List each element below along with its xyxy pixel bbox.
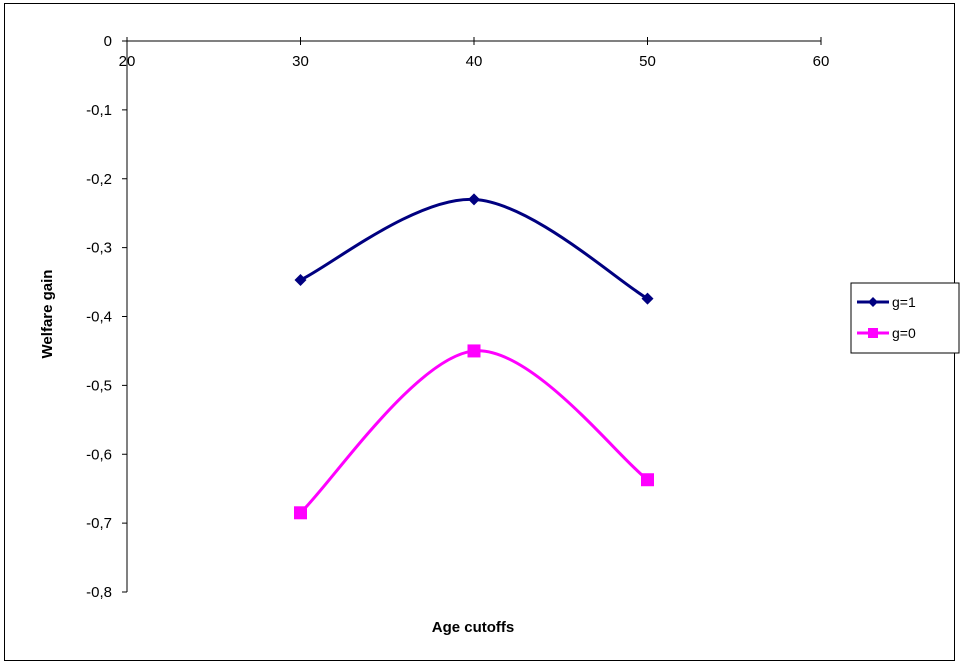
x-tick-label: 60: [813, 53, 830, 70]
series-2: [294, 344, 654, 520]
legend: g=1 g=0: [850, 282, 960, 354]
y-tick-label: -0,6: [86, 446, 112, 463]
legend-marker: [868, 328, 878, 338]
data-point: [294, 506, 307, 520]
data-point: [467, 344, 481, 358]
x-axis-title: Age cutoffs: [432, 619, 515, 636]
series-layer: [294, 193, 654, 520]
legend-label: g=0: [892, 325, 916, 341]
y-axis-title: Welfare gain: [39, 270, 56, 359]
y-tick-label: -0,3: [86, 240, 112, 257]
y-tick-label: -0,5: [86, 377, 112, 394]
series-line: [299, 197, 649, 300]
x-tick-label: 20: [119, 53, 136, 70]
y-tick-label: -0,2: [86, 171, 112, 188]
legend-entry: g=0: [857, 325, 916, 341]
series-line: [299, 349, 649, 514]
x-tick-label: 40: [466, 53, 483, 70]
series-1: [294, 193, 654, 305]
legend-marker: [868, 297, 878, 307]
y-tick-label: -0,8: [86, 584, 112, 601]
legend-box: [850, 282, 960, 354]
legend-entry: g=1: [857, 294, 916, 310]
y-tick-label: -0,1: [86, 102, 112, 119]
y-tick-label: -0,4: [86, 309, 112, 326]
y-tick-label: 0: [104, 33, 112, 50]
data-point: [641, 473, 654, 487]
x-tick-label: 30: [292, 53, 309, 70]
data-point: [468, 193, 480, 206]
data-point: [294, 273, 307, 286]
axes: 20 30 40 50 60 0 -0,1 -0,2 -0,3 -0,4 -0,5 -0,6 -0,7 -…: [86, 33, 829, 601]
x-tick-label: 50: [639, 53, 656, 70]
legend-label: g=1: [892, 294, 916, 310]
chart-frame: [4, 3, 955, 661]
y-tick-label: -0,7: [86, 515, 112, 532]
data-point: [641, 292, 654, 305]
